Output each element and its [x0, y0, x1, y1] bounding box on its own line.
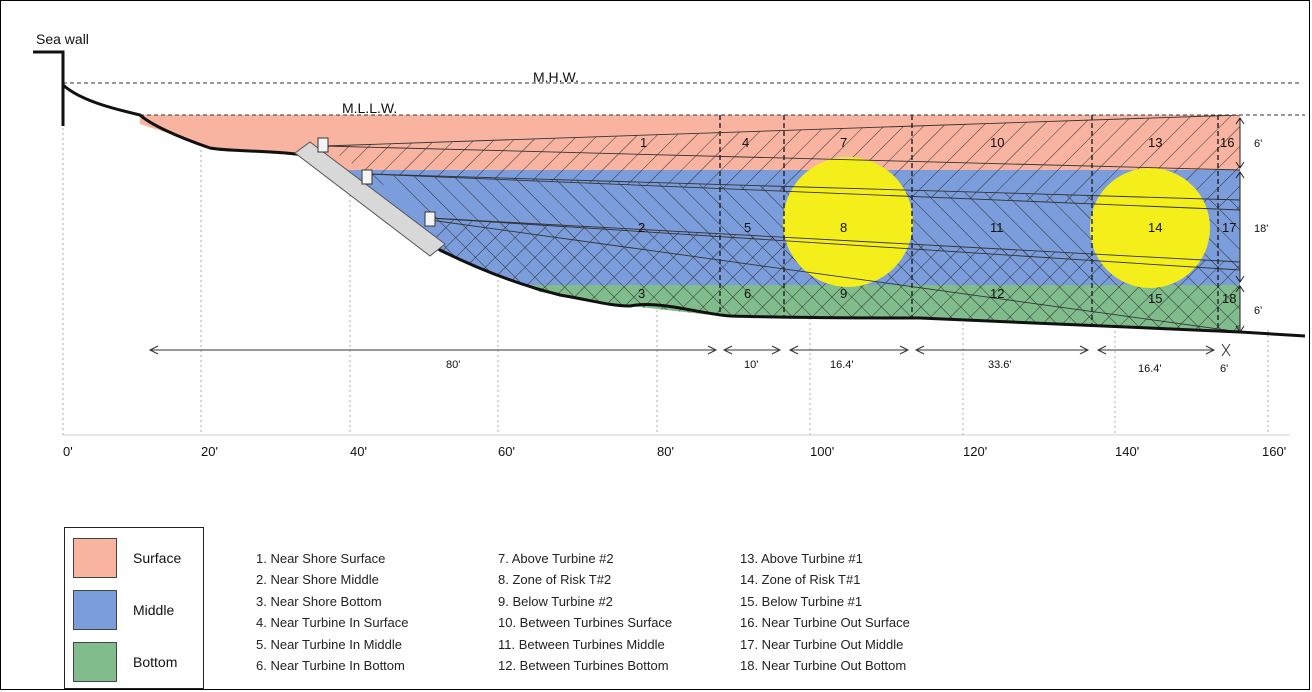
x-tick-label: 20' — [201, 444, 218, 459]
zone-number: 9 — [840, 286, 847, 301]
zone-number: 6 — [744, 286, 751, 301]
legend: Surface Middle Bottom — [64, 527, 204, 689]
risk-zone-turbine-2 — [783, 157, 913, 287]
zone-list-item: 6. Near Turbine In Bottom — [256, 658, 405, 674]
zone-number: 18 — [1222, 291, 1236, 306]
zone-list-item: 1. Near Shore Surface — [256, 551, 386, 566]
x-tick-label: 40' — [350, 444, 367, 459]
zone-list-column-3: 13. Above Turbine #1 14. Zone of Risk T#… — [740, 548, 910, 676]
legend-swatch-bottom — [73, 642, 117, 682]
zone-list-item: 9. Below Turbine #2 — [498, 593, 613, 609]
depth-markers — [1235, 117, 1245, 333]
x-tick-label: 100' — [810, 444, 834, 459]
zone-list-item: 4. Near Turbine In Surface — [256, 615, 409, 631]
zone-number: 1 — [640, 135, 647, 150]
zone-list-item: 14. Zone of Risk T#1 — [740, 572, 861, 588]
turbine-ramp — [294, 141, 446, 257]
zone-number: 3 — [638, 286, 645, 301]
mllw-label: M.L.L.W. — [342, 100, 397, 116]
zone-number: 10 — [990, 135, 1004, 150]
cross-section-diagram: Sea wall M.H.W. M.L.L.W. 1 2 3 4 5 6 7 8… — [33, 31, 1306, 459]
distance-label: 16.4' — [1138, 363, 1162, 375]
legend-item-surface: Surface — [73, 538, 198, 582]
x-tick-label: 160' — [1262, 444, 1286, 459]
x-axis-ticks: 0' 20' 40' 60' 80' 100' 120' 140' 160' — [63, 444, 1286, 459]
hatch-upper — [324, 115, 1240, 210]
x-tick-label: 0' — [63, 444, 73, 459]
zone-list-item: 5. Near Turbine In Middle — [256, 636, 402, 652]
zone-number: 16 — [1220, 135, 1234, 150]
zone-list-item: 15. Below Turbine #1 — [740, 593, 863, 609]
zone-number: 13 — [1148, 135, 1162, 150]
zone-number: 8 — [840, 220, 847, 235]
zone-number: 5 — [744, 220, 751, 235]
x-tick-label: 120' — [963, 444, 987, 459]
zone-list-column-1: 1. Near Shore Surface 2. Near Shore Midd… — [256, 548, 408, 676]
turbine-mount-1 — [317, 137, 329, 153]
zone-list-item: 18. Near Turbine Out Bottom — [740, 658, 907, 674]
distance-label: 10' — [744, 359, 758, 371]
turbine-mount-2 — [361, 169, 373, 185]
zone-number: 15 — [1148, 291, 1162, 306]
depth-label: 18' — [1254, 223, 1268, 235]
mhw-label: M.H.W. — [533, 69, 579, 85]
legend-label: Middle — [133, 602, 175, 618]
legend-item-bottom: Bottom — [73, 642, 198, 686]
zone-number: 12 — [990, 286, 1004, 301]
legend-swatch-surface — [73, 538, 117, 578]
turbine-mount-3 — [424, 211, 436, 227]
distance-label: 16.4' — [830, 359, 854, 371]
x-tick-label: 140' — [1115, 444, 1139, 459]
zone-number: 14 — [1148, 220, 1162, 235]
zone-list-item: 13. Above Turbine #1 — [740, 551, 863, 566]
zone-list-item: 8. Zone of Risk T#2 — [498, 572, 612, 588]
legend-swatch-middle — [73, 590, 117, 630]
zone-number: 17 — [1222, 220, 1236, 235]
zone-number: 4 — [742, 135, 749, 150]
legend-label: Bottom — [133, 654, 178, 670]
zone-list-item: 10. Between Turbines Surface — [498, 615, 673, 631]
seabed-line — [62, 83, 1306, 338]
distance-label: 6' — [1220, 363, 1228, 375]
zone-number: 11 — [990, 220, 1004, 235]
sea-wall-label: Sea wall — [36, 31, 89, 47]
zone-list-column-2: 7. Above Turbine #2 8. Zone of Risk T#2 … — [498, 548, 672, 676]
x-tick-label: 60' — [498, 444, 515, 459]
zone-list-item: 17. Near Turbine Out Middle — [740, 636, 904, 652]
depth-label: 6' — [1254, 305, 1262, 317]
sea-wall — [33, 50, 65, 126]
legend-item-middle: Middle — [73, 590, 198, 634]
zone-number: 2 — [638, 220, 645, 235]
distance-arrows — [148, 343, 1231, 357]
zone-list-item: 7. Above Turbine #2 — [498, 551, 614, 566]
zone-numbers: 1 2 3 4 5 6 7 8 9 10 11 12 13 14 15 16 1… — [638, 135, 1236, 306]
zone-list-item: 12. Between Turbines Bottom — [498, 658, 669, 674]
zone-list-item: 16. Near Turbine Out Surface — [740, 615, 910, 631]
zone-list-item: 11. Between Turbines Middle — [498, 636, 665, 652]
x-tick-label: 80' — [657, 444, 674, 459]
zone-number: 7 — [840, 135, 847, 150]
depth-label: 6' — [1254, 138, 1262, 150]
distance-label: 33.6' — [988, 359, 1012, 371]
distance-label: 80' — [446, 359, 460, 371]
legend-label: Surface — [133, 550, 182, 566]
zone-list-item: 3. Near Shore Bottom — [256, 593, 382, 609]
zone-list-item: 2. Near Shore Middle — [256, 572, 379, 588]
